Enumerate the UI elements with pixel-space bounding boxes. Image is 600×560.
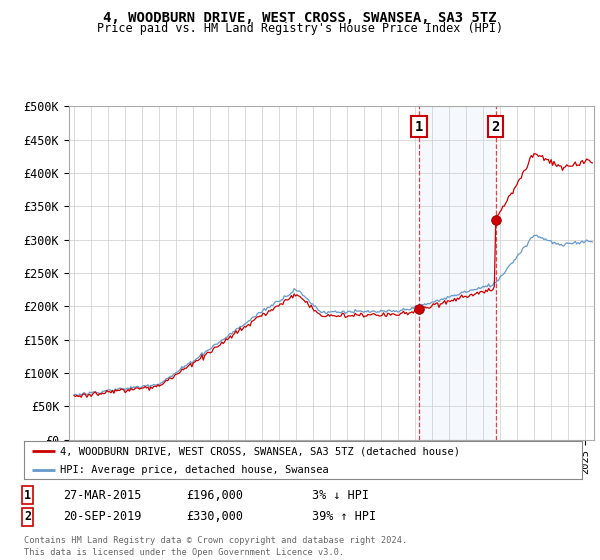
Text: Price paid vs. HM Land Registry's House Price Index (HPI): Price paid vs. HM Land Registry's House … [97,22,503,35]
Text: HPI: Average price, detached house, Swansea: HPI: Average price, detached house, Swan… [60,465,329,475]
Text: 39% ↑ HPI: 39% ↑ HPI [312,510,376,524]
Text: 2: 2 [24,510,31,524]
Text: 20-SEP-2019: 20-SEP-2019 [63,510,142,524]
Text: 1: 1 [24,488,31,502]
Text: £330,000: £330,000 [186,510,243,524]
Text: 1: 1 [415,120,423,134]
Text: 2: 2 [491,120,500,134]
Text: 3% ↓ HPI: 3% ↓ HPI [312,488,369,502]
Text: Contains HM Land Registry data © Crown copyright and database right 2024.
This d: Contains HM Land Registry data © Crown c… [24,536,407,557]
Text: £196,000: £196,000 [186,488,243,502]
Bar [419,106,496,440]
Text: 27-MAR-2015: 27-MAR-2015 [63,488,142,502]
Text: 4, WOODBURN DRIVE, WEST CROSS, SWANSEA, SA3 5TZ: 4, WOODBURN DRIVE, WEST CROSS, SWANSEA, … [103,11,497,25]
Text: 4, WOODBURN DRIVE, WEST CROSS, SWANSEA, SA3 5TZ (detached house): 4, WOODBURN DRIVE, WEST CROSS, SWANSEA, … [60,446,460,456]
